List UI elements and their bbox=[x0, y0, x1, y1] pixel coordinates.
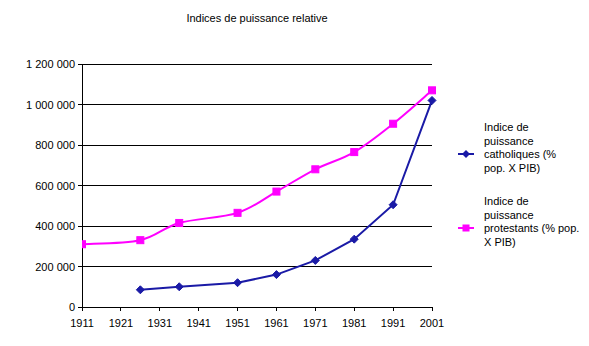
y-tick-label: 0 bbox=[69, 301, 75, 313]
x-tick-label: 1921 bbox=[109, 317, 133, 329]
x-tick-label: 1981 bbox=[342, 317, 366, 329]
y-tick-label: 1 000 000 bbox=[26, 99, 75, 111]
legend-marker bbox=[462, 150, 470, 158]
x-tick bbox=[237, 307, 238, 311]
legend-label-line: pop. X PIB) bbox=[484, 162, 540, 174]
grid-line bbox=[82, 266, 432, 267]
legend-label-line: protestants (% pop. bbox=[484, 222, 579, 234]
x-tick bbox=[198, 307, 199, 311]
x-tick bbox=[354, 307, 355, 311]
legend-label-line: puissance bbox=[484, 135, 534, 147]
data-point bbox=[234, 279, 242, 287]
x-tick bbox=[120, 307, 121, 311]
x-tick-label: 1951 bbox=[225, 317, 249, 329]
x-tick-label: 1971 bbox=[303, 317, 327, 329]
grid-line bbox=[82, 145, 432, 146]
x-tick bbox=[159, 307, 160, 311]
data-point bbox=[176, 219, 183, 226]
legend-label-line: puissance bbox=[484, 209, 534, 221]
data-point bbox=[389, 201, 397, 209]
y-tick-label: 600 000 bbox=[35, 180, 75, 192]
y-tick-label: 1 200 000 bbox=[26, 58, 75, 70]
y-tick bbox=[78, 266, 82, 267]
plot-area bbox=[82, 87, 436, 294]
y-tick bbox=[78, 145, 82, 146]
data-point bbox=[234, 209, 241, 216]
y-tick bbox=[78, 104, 82, 105]
x-tick bbox=[432, 307, 433, 311]
grid-line bbox=[82, 64, 432, 65]
data-point bbox=[429, 87, 436, 94]
data-point bbox=[175, 283, 183, 291]
legend-label: Indice de puissanceprotestants (% pop. X P… bbox=[484, 195, 579, 248]
y-tick-label: 400 000 bbox=[35, 220, 75, 232]
x-tick bbox=[82, 307, 83, 311]
data-point bbox=[137, 237, 144, 244]
legend-label-line: catholiques (% bbox=[484, 148, 556, 160]
data-point bbox=[428, 96, 436, 104]
data-point bbox=[273, 188, 280, 195]
chart: Indices de puissance relative 0 200 000 400… bbox=[0, 0, 589, 346]
grid-line bbox=[82, 307, 432, 308]
x-tick bbox=[315, 307, 316, 311]
x-tick-label: 1961 bbox=[264, 317, 288, 329]
y-tick-label: 200 000 bbox=[35, 261, 75, 273]
grid-line bbox=[82, 104, 432, 105]
data-point bbox=[390, 120, 397, 127]
y-tick bbox=[78, 307, 82, 308]
data-point bbox=[311, 256, 319, 264]
data-point bbox=[312, 166, 319, 173]
data-point bbox=[351, 149, 358, 156]
data-point bbox=[272, 271, 280, 279]
grid-line bbox=[82, 185, 432, 186]
background bbox=[0, 0, 589, 346]
legend-label-line: X PIB) bbox=[484, 236, 516, 248]
grid-line bbox=[82, 226, 432, 227]
x-tick-label: 1931 bbox=[148, 317, 172, 329]
y-tick bbox=[78, 185, 82, 186]
series-line bbox=[82, 90, 432, 244]
x-tick-label: 1911 bbox=[70, 317, 94, 329]
data-point bbox=[82, 241, 86, 248]
legend-label-line: Indice de bbox=[484, 195, 529, 207]
legend-marker bbox=[463, 225, 470, 232]
data-point bbox=[136, 286, 144, 294]
x-axis bbox=[82, 307, 432, 308]
x-tick-label: 1941 bbox=[186, 317, 210, 329]
x-tick-label: 1991 bbox=[381, 317, 405, 329]
y-axis bbox=[82, 64, 83, 307]
title: Indices de puissance relative bbox=[186, 12, 327, 24]
legend-label-line: Indice de bbox=[484, 121, 529, 133]
x-tick bbox=[276, 307, 277, 311]
x-tick-label: 2001 bbox=[420, 317, 444, 329]
x-tick bbox=[393, 307, 394, 311]
legend-label: Indice de puissancecatholiques (% pop. X P… bbox=[484, 121, 556, 174]
y-tick bbox=[78, 64, 82, 65]
y-tick-label: 800 000 bbox=[35, 139, 75, 151]
y-tick bbox=[78, 226, 82, 227]
data-point bbox=[350, 235, 358, 243]
